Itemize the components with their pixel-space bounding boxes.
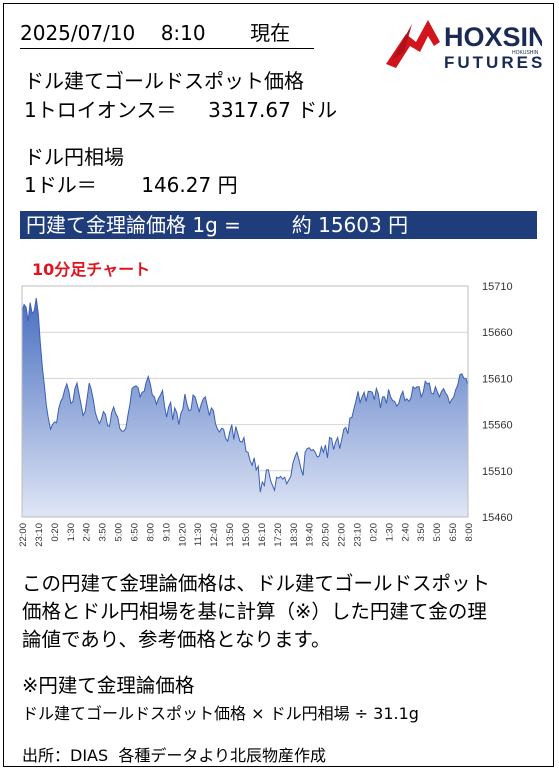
x-tick-label: 9:10 [161, 523, 172, 542]
x-tick-label: 3:50 [416, 523, 427, 542]
y-tick-label: 15460 [482, 512, 513, 524]
x-tick-label: 10:20 [177, 523, 188, 547]
y-tick-label: 15510 [482, 466, 513, 478]
company-logo: HOXSIN HOKUSHIN FUTURES [386, 20, 542, 72]
x-tick-label: 2:40 [400, 523, 411, 542]
x-tick-label: 5:00 [114, 523, 125, 542]
source-note: 出所：DIAS 各種データより北辰物産作成 [22, 746, 326, 765]
fx-value: 1ドル＝ 146.27 円 [24, 173, 238, 197]
y-tick-label: 15560 [482, 420, 513, 432]
x-tick-label: 23:10 [34, 523, 45, 547]
note-line-2: 価格とドル円相場を基に計算（※）した円建て金の理 [22, 600, 487, 623]
x-tick-label: 3:50 [98, 523, 109, 542]
x-tick-label: 12:40 [209, 523, 220, 547]
logo-tiny: HOKUSHIN [512, 50, 539, 56]
price-line [21, 297, 469, 493]
note-line-1: この円建て金理論価格は、ドル建てゴールドスポット [22, 572, 491, 595]
x-tick-label: 6:50 [130, 523, 141, 542]
x-tick-label: 2:40 [82, 523, 93, 542]
price-area [22, 298, 468, 517]
x-tick-label: 15:00 [241, 523, 252, 547]
x-tick-label: 13:50 [225, 523, 236, 547]
x-tick-label: 22:00 [337, 523, 348, 547]
gold-spot-value: 1トロイオンス＝ 3317.67 ドル [24, 98, 338, 122]
x-tick-label: 18:30 [289, 523, 300, 547]
x-tick-label: 11:30 [193, 523, 204, 546]
x-tick-label: 23:10 [353, 523, 364, 547]
x-tick-label: 20:50 [321, 523, 332, 547]
price-chart: 15460 15510 15560 15610 15660 15710 22:00 23:1… [18, 281, 513, 547]
x-tick-label: 1:30 [384, 523, 395, 542]
x-tick-label: 0:20 [50, 523, 61, 542]
x-tick-label: 1:30 [66, 523, 77, 542]
x-tick-label: 5:00 [432, 523, 443, 542]
fx-label: ドル円相場 [24, 145, 124, 169]
logo-brand: HOXSIN [444, 22, 542, 52]
x-tick-label: 16:10 [257, 523, 268, 547]
x-tick-label: 22:00 [18, 523, 29, 547]
x-tick-label: 6:50 [448, 523, 459, 542]
theoretical-price-banner: 円建て金理論価格 1g = 約 15603 円 [20, 211, 537, 239]
formula-heading: ※円建て金理論価格 [22, 674, 195, 697]
x-tick-label: 19:40 [305, 523, 316, 547]
panel-frame [3, 3, 554, 767]
logo-sub-brand: FUTURES [444, 53, 542, 72]
y-tick-label: 15710 [482, 281, 513, 293]
x-tick-label: 0:20 [368, 523, 379, 542]
x-tick-label: 8:00 [145, 523, 156, 542]
note-line-3: 論値であり、参考価格となります。 [22, 628, 331, 651]
x-tick-label: 17:20 [273, 523, 284, 547]
chart-title: 10分足チャート [32, 260, 151, 279]
formula-text: ドル建てゴールドスポット価格 × ドル円相場 ÷ 31.1g [22, 704, 419, 723]
plot-border [21, 285, 469, 518]
y-tick-label: 15610 [482, 373, 513, 385]
y-tick-label: 15660 [482, 327, 513, 339]
x-tick-label: 8:00 [464, 523, 475, 542]
timestamp: 2025/07/10 8:10 現在 [20, 18, 314, 49]
gold-spot-label: ドル建てゴールドスポット価格 [24, 69, 304, 93]
